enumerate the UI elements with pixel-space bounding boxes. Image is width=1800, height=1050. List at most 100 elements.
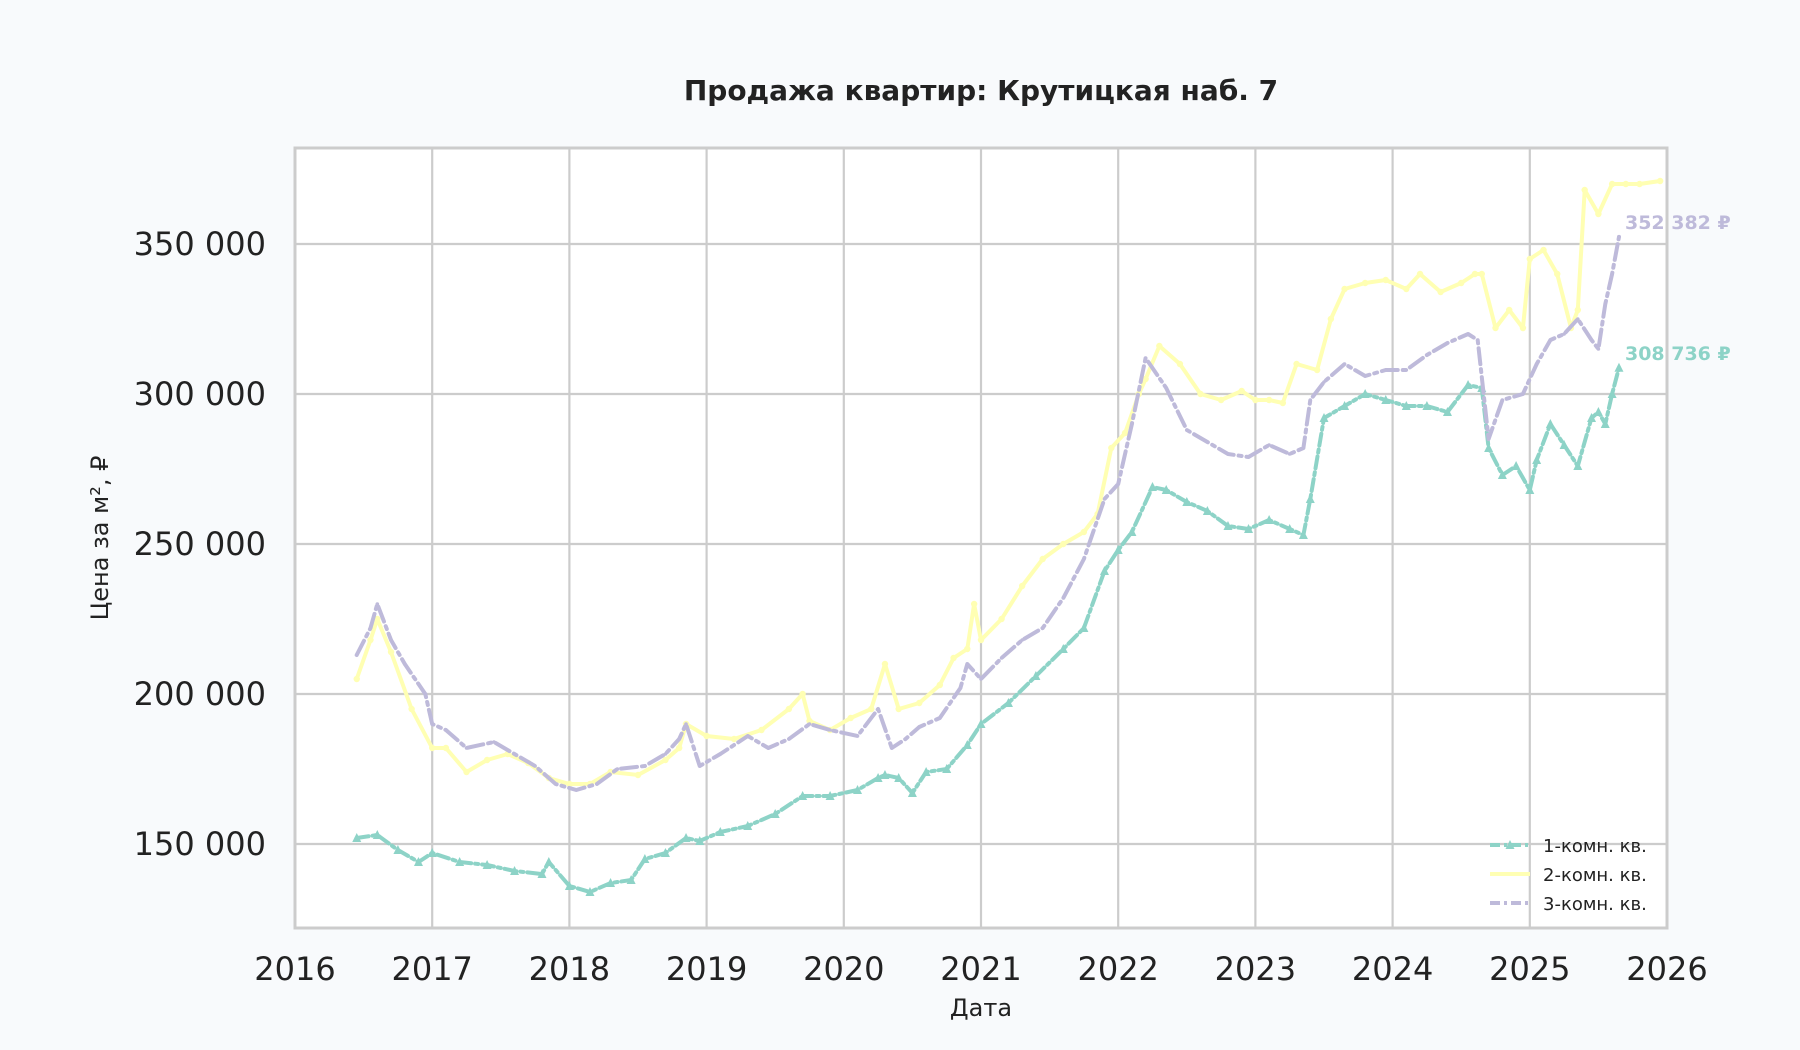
data-point <box>1636 180 1643 188</box>
data-point <box>429 744 436 752</box>
data-point <box>964 645 971 653</box>
data-point <box>1080 528 1088 536</box>
data-point <box>1161 485 1171 494</box>
data-point <box>1526 255 1534 263</box>
data-point <box>1226 452 1230 456</box>
data-point <box>1603 302 1608 306</box>
data-point <box>1319 413 1329 422</box>
data-point <box>375 602 380 606</box>
data-point <box>1238 387 1245 395</box>
legend-label: 2-комн. кв. <box>1543 865 1647 886</box>
data-point <box>758 726 765 734</box>
data-point <box>393 845 403 854</box>
data-point <box>1425 353 1429 357</box>
data-point <box>1313 366 1321 374</box>
data-point <box>1202 506 1212 515</box>
data-point <box>1164 386 1169 390</box>
data-point <box>1484 443 1494 452</box>
data-point <box>675 744 683 752</box>
data-point <box>785 705 793 713</box>
data-point <box>1576 317 1580 321</box>
data-point <box>903 737 908 741</box>
legend-item: 3-комн. кв. <box>1490 894 1647 915</box>
data-point <box>1301 446 1306 450</box>
data-point <box>1589 338 1594 342</box>
data-point <box>976 719 986 728</box>
data-point <box>606 878 616 887</box>
data-point <box>1521 392 1525 396</box>
data-point <box>1217 396 1225 404</box>
data-point <box>715 827 725 836</box>
data-point <box>1246 455 1251 459</box>
data-point <box>1403 285 1410 293</box>
x-tick-label: 2023 <box>1215 950 1296 988</box>
data-point <box>1548 338 1553 342</box>
data-point <box>1099 566 1109 575</box>
data-point <box>1265 396 1273 404</box>
data-point <box>806 717 813 725</box>
data-point <box>1622 180 1630 188</box>
data-point <box>1308 398 1313 402</box>
data-point <box>1113 545 1123 554</box>
data-point <box>1519 324 1527 332</box>
data-point <box>423 692 428 696</box>
data-point <box>1404 368 1409 372</box>
data-point <box>1401 401 1411 410</box>
x-axis-label: Дата <box>950 994 1012 1022</box>
data-point <box>574 788 579 792</box>
data-point <box>626 875 636 884</box>
data-point <box>1383 368 1388 372</box>
data-point <box>512 752 517 756</box>
data-point <box>1610 272 1614 276</box>
data-point <box>553 782 558 786</box>
x-tick-label: 2022 <box>1077 950 1158 988</box>
data-point <box>368 626 373 630</box>
y-tick-label: 150 000 <box>134 825 266 863</box>
data-point <box>1018 582 1026 590</box>
data-point <box>1497 470 1507 479</box>
data-point <box>1031 671 1041 680</box>
data-point <box>1148 482 1157 491</box>
data-point <box>643 764 647 768</box>
end-labels: 308 736 ₽ 352 382 ₽ <box>1625 212 1731 365</box>
y-tick-label: 300 000 <box>134 375 266 413</box>
data-point <box>1442 407 1452 416</box>
data-point <box>510 866 520 875</box>
y-tick-label: 200 000 <box>134 675 266 713</box>
data-point <box>482 860 492 869</box>
legend-item: 1-комн. кв. <box>1490 836 1647 857</box>
data-point <box>372 830 382 839</box>
data-point <box>1223 521 1233 530</box>
data-point <box>697 764 702 768</box>
data-point <box>1116 482 1120 486</box>
data-point <box>1130 422 1134 426</box>
legend-item: 2-комн. кв. <box>1490 865 1647 886</box>
series-end-label: 352 382 ₽ <box>1625 212 1731 234</box>
series-end-label: 308 736 ₽ <box>1625 343 1731 365</box>
legend-marker <box>1505 840 1515 849</box>
data-point <box>442 744 450 752</box>
data-point <box>1475 338 1480 342</box>
data-point <box>1614 362 1624 372</box>
data-point <box>1285 524 1295 533</box>
data-point <box>907 788 917 797</box>
data-point <box>1058 644 1068 653</box>
data-point <box>464 746 469 750</box>
data-point <box>1437 288 1444 296</box>
data-point <box>660 848 670 857</box>
x-tick-label: 2026 <box>1626 950 1707 988</box>
data-point <box>1466 332 1470 336</box>
x-tick-label: 2018 <box>529 950 610 988</box>
series-2 <box>353 177 1664 788</box>
data-point <box>455 857 465 866</box>
series-line <box>354 234 1621 792</box>
data-point <box>353 675 360 683</box>
series-layer <box>352 177 1664 896</box>
data-point <box>663 752 668 756</box>
y-tick-label: 250 000 <box>134 525 266 563</box>
data-point <box>564 881 574 890</box>
data-point <box>544 857 554 866</box>
data-point <box>1363 374 1367 378</box>
x-tick-label: 2025 <box>1489 950 1570 988</box>
data-point <box>938 716 942 720</box>
